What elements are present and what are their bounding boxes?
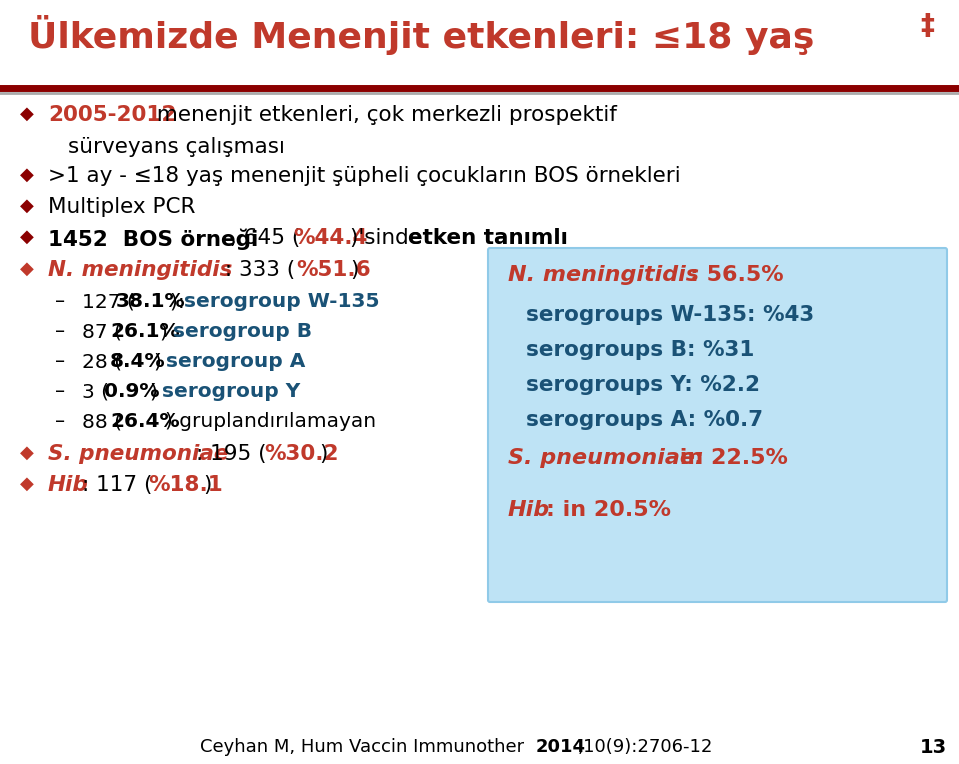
Text: ) gruplandırılamayan: ) gruplandırılamayan bbox=[165, 412, 376, 431]
Text: serogroups B: %31: serogroups B: %31 bbox=[526, 340, 755, 360]
Text: 13: 13 bbox=[920, 738, 947, 757]
Text: serogroup W-135: serogroup W-135 bbox=[184, 292, 380, 311]
Text: %44.4: %44.4 bbox=[293, 228, 367, 248]
Text: Hib: Hib bbox=[508, 500, 550, 520]
Text: : 56.5%: : 56.5% bbox=[690, 265, 784, 285]
Text: 26.1%: 26.1% bbox=[110, 322, 179, 341]
Text: S. pneumoniae: S. pneumoniae bbox=[48, 444, 228, 464]
Text: –: – bbox=[55, 352, 65, 371]
Text: %51.6: %51.6 bbox=[296, 260, 370, 280]
Text: : in 20.5%: : in 20.5% bbox=[546, 500, 671, 520]
Text: 87 (: 87 ( bbox=[82, 322, 122, 341]
Text: ): ) bbox=[154, 352, 168, 371]
Text: ): ) bbox=[203, 475, 211, 495]
Text: )'sinde: )'sinde bbox=[350, 228, 429, 248]
Text: ):: ): bbox=[170, 292, 191, 311]
Text: N. meningitidis: N. meningitidis bbox=[508, 265, 699, 285]
Text: in 22.5%: in 22.5% bbox=[672, 448, 788, 468]
Text: –: – bbox=[55, 412, 65, 431]
Text: serogroups A: %0.7: serogroups A: %0.7 bbox=[526, 410, 763, 430]
Text: menenjit etkenleri, çok merkezli prospektif: menenjit etkenleri, çok merkezli prospek… bbox=[143, 105, 617, 125]
Text: 88 (: 88 ( bbox=[82, 412, 122, 431]
Text: ◆: ◆ bbox=[20, 475, 34, 493]
Text: serogroup Y: serogroup Y bbox=[162, 382, 300, 401]
Text: sürveyans çalışması: sürveyans çalışması bbox=[68, 137, 285, 157]
Text: ;10(9):2706-12: ;10(9):2706-12 bbox=[578, 738, 713, 756]
FancyBboxPatch shape bbox=[488, 248, 947, 602]
Text: –: – bbox=[55, 382, 65, 401]
Text: ‡: ‡ bbox=[920, 12, 934, 40]
Text: ): ) bbox=[319, 444, 327, 464]
Text: ): ) bbox=[160, 322, 175, 341]
Text: serogroups W-135: %43: serogroups W-135: %43 bbox=[526, 305, 814, 325]
Text: Ülkemizde Menenjit etkenleri: ≤18 yaş: Ülkemizde Menenjit etkenleri: ≤18 yaş bbox=[28, 15, 814, 55]
Text: serogroup A: serogroup A bbox=[166, 352, 305, 371]
Text: : 333 (: : 333 ( bbox=[218, 260, 295, 280]
Text: ◆: ◆ bbox=[20, 228, 34, 246]
Text: N. meningitidis: N. meningitidis bbox=[48, 260, 232, 280]
Text: 8.4%: 8.4% bbox=[110, 352, 166, 371]
Text: serogroups Y: %2.2: serogroups Y: %2.2 bbox=[526, 375, 760, 395]
Text: ◆: ◆ bbox=[20, 197, 34, 215]
Text: ): ) bbox=[150, 382, 164, 401]
Text: 127 (: 127 ( bbox=[82, 292, 135, 311]
Text: Ceyhan M, Hum Vaccin Immunother: Ceyhan M, Hum Vaccin Immunother bbox=[200, 738, 530, 756]
Text: ◆: ◆ bbox=[20, 105, 34, 123]
Text: ◆: ◆ bbox=[20, 166, 34, 184]
Text: S. pneumoniae:: S. pneumoniae: bbox=[508, 448, 704, 468]
Text: ◆: ◆ bbox=[20, 260, 34, 278]
Text: , 645 (: , 645 ( bbox=[230, 228, 300, 248]
Text: serogroup B: serogroup B bbox=[173, 322, 312, 341]
Text: 38.1%: 38.1% bbox=[116, 292, 186, 311]
Text: : 195 (: : 195 ( bbox=[196, 444, 267, 464]
Text: ◆: ◆ bbox=[20, 444, 34, 462]
Text: 26.4%: 26.4% bbox=[110, 412, 179, 431]
Text: Hib: Hib bbox=[48, 475, 89, 495]
Text: –: – bbox=[55, 322, 65, 341]
Text: Multiplex PCR: Multiplex PCR bbox=[48, 197, 196, 217]
Text: : 117 (: : 117 ( bbox=[82, 475, 152, 495]
Text: 2014: 2014 bbox=[536, 738, 586, 756]
Text: %30.2: %30.2 bbox=[264, 444, 339, 464]
Text: >1 ay - ≤18 yaş menenjit şüpheli çocukların BOS örnekleri: >1 ay - ≤18 yaş menenjit şüpheli çocukla… bbox=[48, 166, 681, 186]
Text: –: – bbox=[55, 292, 65, 311]
Text: 0.9%: 0.9% bbox=[104, 382, 159, 401]
Text: 3 (: 3 ( bbox=[82, 382, 109, 401]
Text: %18.1: %18.1 bbox=[148, 475, 222, 495]
Text: etken tanımlı: etken tanımlı bbox=[408, 228, 568, 248]
Text: 28 (: 28 ( bbox=[82, 352, 122, 371]
Text: 1452  BOS örneği: 1452 BOS örneği bbox=[48, 228, 258, 250]
Text: ): ) bbox=[350, 260, 359, 280]
Text: 2005-2012: 2005-2012 bbox=[48, 105, 176, 125]
